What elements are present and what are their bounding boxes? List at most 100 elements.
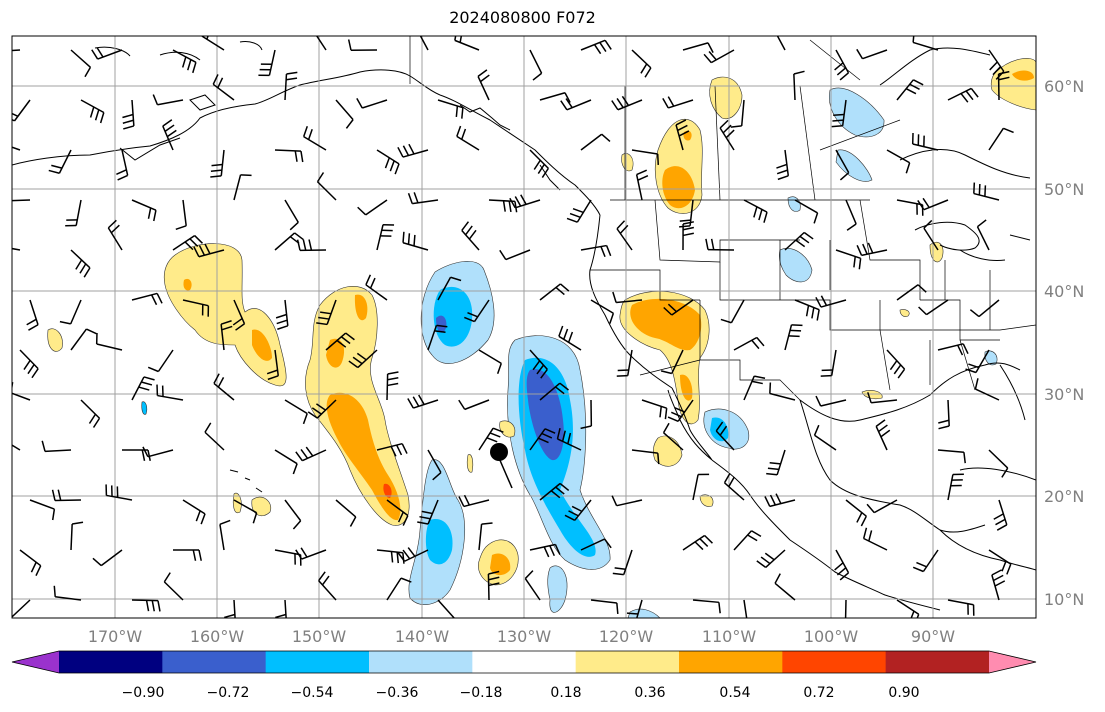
wind-barb-feather	[86, 328, 97, 335]
wind-barb	[274, 549, 301, 556]
wind-barb	[784, 149, 790, 176]
wind-barb-feather	[832, 119, 844, 122]
wind-barb	[473, 299, 490, 322]
wind-barb	[524, 578, 541, 601]
wind-barb-feather	[555, 286, 565, 296]
wind-barb-feather	[599, 42, 607, 53]
wind-barb-feather	[397, 511, 404, 523]
wind-barb	[617, 99, 643, 111]
wind-barb	[830, 349, 837, 376]
wind-barb	[774, 582, 796, 601]
wind-barb	[975, 349, 990, 373]
wind-barb-feather	[909, 83, 920, 90]
wind-barb-feather	[27, 364, 35, 375]
wind-barb	[219, 524, 225, 551]
wind-barb	[303, 136, 327, 151]
wind-barb-feather	[674, 406, 685, 413]
wind-barb-feather	[775, 493, 782, 504]
wind-barb-feather	[831, 125, 843, 128]
wind-barb-feather	[862, 243, 868, 255]
wind-barb	[477, 76, 490, 101]
wind-barb	[131, 599, 159, 602]
wind-barb-feather	[667, 416, 679, 423]
colorbar-swatch	[59, 651, 163, 673]
wind-barb	[566, 99, 592, 111]
wind-barb-feather	[461, 221, 470, 231]
wind-barb-feather	[266, 369, 278, 375]
wind-barb-feather	[356, 98, 363, 109]
wind-barb	[284, 299, 289, 326]
wind-barb	[157, 99, 184, 106]
wind-barb-feather	[559, 283, 570, 292]
wind-barb	[182, 299, 209, 307]
wind-barb	[478, 524, 483, 551]
wind-barb	[580, 133, 603, 151]
wind-barb-feather	[880, 429, 891, 438]
wind-barb	[437, 99, 464, 109]
wind-barb-feather	[464, 316, 475, 323]
wind-barb	[70, 328, 88, 351]
wind-barb-feather	[450, 276, 462, 282]
wind-barb-feather	[667, 96, 675, 107]
wind-barb-feather	[432, 471, 442, 481]
wind-barb	[147, 449, 174, 458]
colorbar-tick-label: 0.90	[888, 685, 919, 701]
wind-barb	[689, 199, 694, 226]
wind-barb	[671, 299, 694, 316]
wind-barb	[172, 49, 197, 63]
wind-barb	[121, 149, 129, 176]
wind-barb-feather	[41, 440, 46, 452]
wind-barb	[820, 299, 847, 308]
wind-barb	[875, 426, 888, 451]
wind-barb-feather	[89, 106, 95, 118]
wind-barb-feather	[499, 249, 507, 260]
wind-barb-feather	[390, 551, 394, 563]
wind-barb	[730, 299, 745, 324]
wind-barb	[590, 599, 617, 604]
wind-barb	[131, 99, 135, 126]
wind-barb-feather	[419, 515, 431, 520]
wind-barb-feather	[194, 235, 203, 244]
wind-barb-feather	[708, 51, 717, 61]
wind-barb-feather	[275, 613, 287, 618]
wind-barb-feather	[993, 574, 1004, 582]
map-frame	[11, 35, 1037, 619]
wind-barb	[505, 249, 531, 261]
lon-label: 150°W	[292, 627, 347, 646]
colorbar-labels: −0.90 −0.72 −0.54 −0.36 −0.18 0.18 0.36 …	[122, 685, 920, 701]
wind-barb-feather	[75, 259, 83, 270]
wind-barb	[590, 299, 614, 314]
wind-barb-feather	[912, 36, 915, 43]
lon-label: 120°W	[599, 627, 654, 646]
wind-barb-feather	[799, 235, 810, 244]
wind-barb-feather	[663, 306, 673, 316]
wind-barb-feather	[905, 88, 917, 95]
wind-barb-feather	[59, 320, 71, 325]
wind-barb-feather	[625, 617, 627, 618]
wind-barb	[182, 499, 206, 515]
wind-barb-feather	[918, 306, 928, 316]
wind-barb	[19, 549, 42, 567]
wind-barb-feather	[978, 183, 981, 196]
wind-barb-feather	[141, 381, 153, 386]
wind-barb	[301, 549, 327, 560]
wind-barb-feather	[992, 66, 1002, 76]
colorbar-tick-label: −0.72	[207, 685, 250, 701]
wind-barb-feather	[776, 163, 788, 169]
wind-barb-feather	[83, 267, 91, 278]
wind-barb-feather	[455, 105, 459, 118]
wind-barb	[201, 36, 225, 51]
lon-labels: 170°W 160°W 150°W 140°W 130°W 120°W 110°…	[88, 627, 955, 646]
wind-barb-feather	[347, 39, 352, 51]
wind-barb	[668, 99, 694, 109]
wind-barb	[357, 349, 378, 369]
wind-barb	[896, 599, 920, 615]
wind-barb-feather	[232, 317, 243, 326]
wind-barb-feather	[488, 582, 500, 587]
wind-barb	[835, 149, 850, 174]
wind-barb	[794, 299, 820, 311]
wind-barb-feather	[725, 129, 735, 139]
wind-barb-feather	[839, 172, 850, 181]
wind-barb-feather	[897, 368, 906, 379]
wind-barb	[402, 149, 429, 158]
